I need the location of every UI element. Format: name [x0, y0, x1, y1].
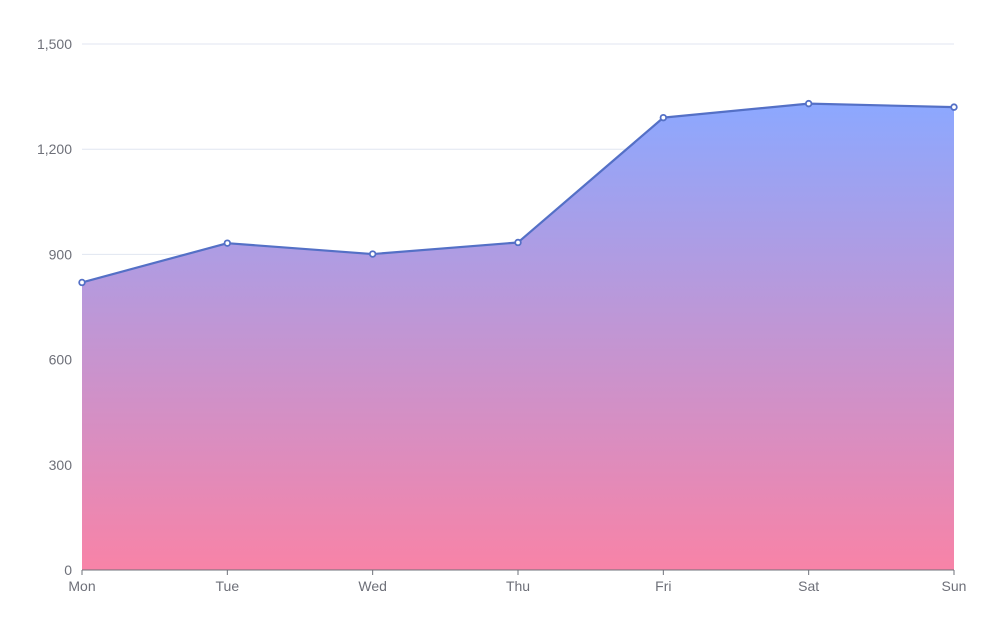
x-tick-label: Thu — [506, 578, 530, 594]
y-axis-tick-labels: 0 300 600 900 1,200 1,500 — [37, 36, 72, 578]
y-tick-label: 900 — [49, 246, 73, 262]
data-point[interactable] — [804, 99, 813, 108]
x-tick-label: Sun — [942, 578, 967, 594]
data-points — [78, 99, 958, 287]
y-tick-label: 300 — [49, 457, 73, 473]
area-fill-layer — [82, 103, 954, 570]
x-tick-label: Tue — [216, 578, 240, 594]
data-point[interactable] — [223, 239, 232, 247]
y-tick-label: 0 — [64, 562, 72, 578]
data-point[interactable] — [368, 250, 377, 258]
area-fill — [82, 103, 954, 570]
data-point[interactable] — [659, 113, 668, 122]
x-axis — [81, 569, 955, 575]
x-tick-label: Fri — [655, 578, 671, 594]
data-point[interactable] — [78, 278, 86, 287]
x-tick-label: Wed — [358, 578, 387, 594]
y-tick-label: 1,200 — [37, 141, 72, 157]
data-point[interactable] — [950, 103, 958, 111]
y-tick-label: 1,500 — [37, 36, 72, 52]
x-tick-label: Mon — [68, 578, 95, 594]
y-tick-label: 600 — [49, 352, 73, 368]
x-tick-label: Sat — [798, 578, 819, 594]
x-axis-tick-labels: Mon Tue Wed Thu Fri Sat Sun — [68, 578, 966, 594]
data-point[interactable] — [514, 238, 522, 247]
